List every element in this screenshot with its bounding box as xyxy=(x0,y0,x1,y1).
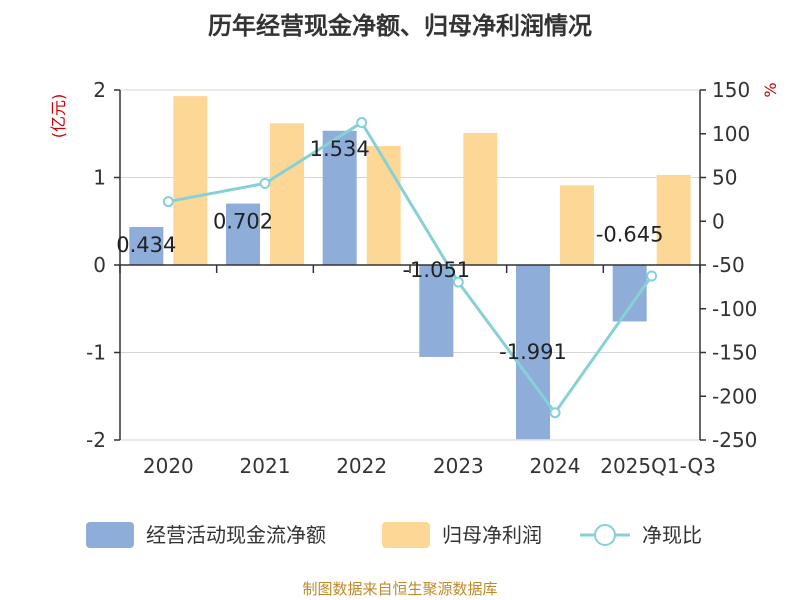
bar-cashflow xyxy=(322,130,357,265)
source-note: 制图数据来自恒生聚源数据库 xyxy=(302,580,497,598)
legend-label-profit: 归母净利润 xyxy=(442,523,542,547)
data-label-cashflow: -1.991 xyxy=(499,340,567,364)
right-axis-unit: % xyxy=(761,82,780,97)
bar-profit xyxy=(366,146,401,265)
ratio-point xyxy=(162,196,174,208)
legend-swatch-profit xyxy=(382,522,430,548)
data-label-cashflow: 0.434 xyxy=(116,233,176,257)
bar-cashflow xyxy=(419,265,454,357)
right-tick-label: 100 xyxy=(712,122,750,146)
bar-profit xyxy=(270,123,304,265)
tick-labels: 2 1 0 -1 -2 150 100 50 0 -50 -100 -150 -200 -250 2020 2… xyxy=(86,78,757,478)
left-axis-unit: (亿元) xyxy=(49,94,68,139)
bar-cashflow xyxy=(226,203,260,265)
ratio-line xyxy=(162,117,658,419)
data-labels: 0.434 0.702 1.534 -1.051 -1.991 -0.645 xyxy=(116,137,663,364)
ratio-point xyxy=(259,177,271,189)
bar-profit xyxy=(656,174,691,265)
x-tick-label: 2021 xyxy=(240,454,291,478)
bar-profit xyxy=(173,96,208,265)
bars xyxy=(129,96,691,440)
ratio-point xyxy=(452,276,464,288)
x-tick-label: 2020 xyxy=(143,454,194,478)
right-tick-label: 150 xyxy=(712,78,750,102)
legend-label-ratio: 净现比 xyxy=(642,523,702,547)
data-label-cashflow: 1.534 xyxy=(310,137,370,161)
right-tick-label: 0 xyxy=(712,209,725,233)
ratio-point xyxy=(356,117,368,129)
right-tick-label: -50 xyxy=(712,253,745,277)
left-tick-label: -1 xyxy=(86,341,106,365)
data-label-cashflow: -0.645 xyxy=(596,222,664,246)
right-tick-label: -150 xyxy=(712,341,757,365)
bar-cashflow xyxy=(612,265,647,322)
legend-label-cashflow: 经营活动现金流净额 xyxy=(146,523,326,547)
legend-swatch-ratio-marker xyxy=(594,524,616,546)
left-tick-label: 1 xyxy=(93,166,106,190)
bar-profit xyxy=(560,185,594,265)
bar-cashflow xyxy=(129,227,164,265)
left-tick-label: 0 xyxy=(93,253,106,277)
chart-title: 历年经营现金净额、归母净利润情况 xyxy=(208,12,592,40)
data-label-cashflow: -1.051 xyxy=(402,258,470,282)
legend: 经营活动现金流净额 归母净利润 净现比 xyxy=(86,522,702,548)
right-tick-label: 50 xyxy=(712,166,737,190)
x-tick-label: 2024 xyxy=(530,454,581,478)
x-tick-label: 2023 xyxy=(433,454,484,478)
bar-cashflow xyxy=(516,265,550,440)
left-tick-label: -2 xyxy=(86,428,106,452)
right-tick-label: -250 xyxy=(712,428,757,452)
right-tick-label: -100 xyxy=(712,297,757,321)
legend-swatch-cashflow xyxy=(86,522,134,548)
ratio-series-line xyxy=(168,120,653,416)
bar-profit xyxy=(463,132,498,265)
x-tick-label: 2022 xyxy=(336,454,387,478)
right-tick-label: -200 xyxy=(712,384,757,408)
x-tick-label: 2025Q1-Q3 xyxy=(600,454,716,478)
ratio-point xyxy=(646,270,658,282)
left-tick-label: 2 xyxy=(93,78,106,102)
axes xyxy=(114,89,706,441)
data-label-cashflow: 0.702 xyxy=(213,210,273,234)
ratio-point xyxy=(549,407,561,419)
